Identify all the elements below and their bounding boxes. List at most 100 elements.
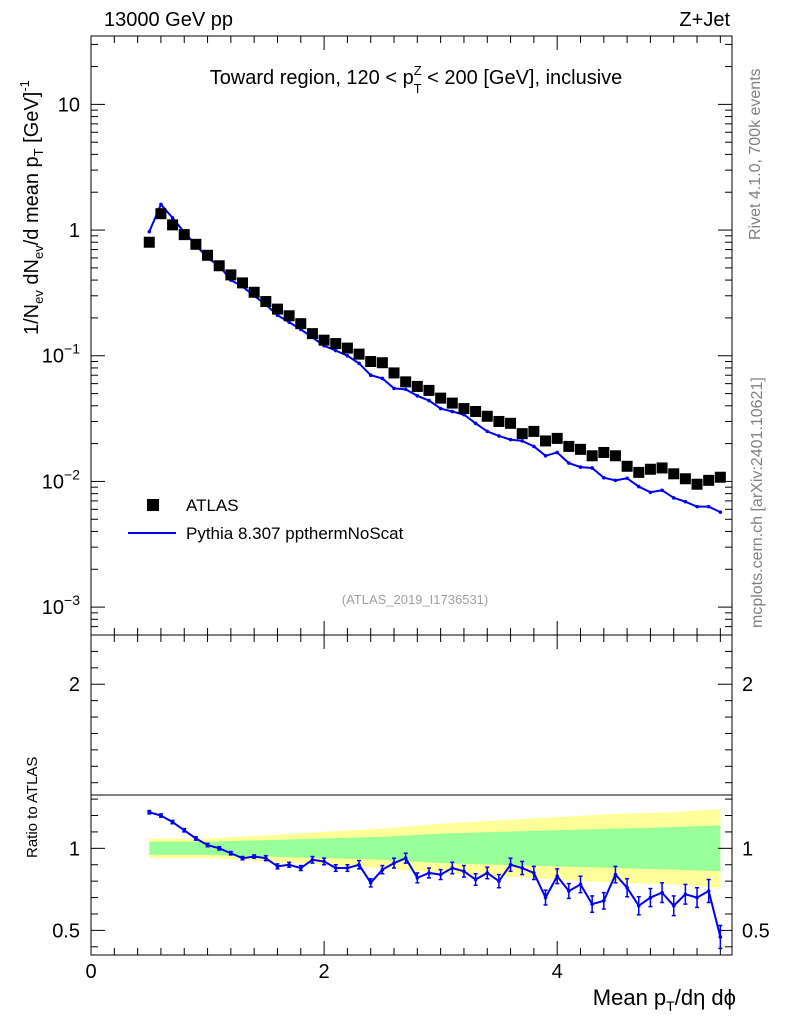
data-point — [470, 406, 482, 418]
legend-label-mc: Pythia 8.307 ppthermNoScat — [186, 524, 404, 543]
main-axis-ticks — [90, 36, 732, 636]
data-point — [656, 462, 668, 474]
ratio-point — [706, 889, 711, 893]
data-point — [528, 425, 540, 437]
ratio-point — [275, 864, 280, 869]
main-data-series — [143, 208, 726, 490]
ratio-line — [149, 811, 722, 938]
mc-point — [532, 444, 536, 449]
mc-point — [357, 361, 361, 366]
main-ytick-label-exp: −3 — [64, 592, 80, 608]
main-ytick-label-base: 10 — [42, 597, 64, 619]
data-point — [190, 238, 202, 250]
analysis-annotation: (ATLAS_2019_I1736531) — [342, 592, 488, 607]
ratio-point — [683, 892, 688, 897]
data-point — [551, 432, 563, 444]
mc-point — [403, 387, 408, 392]
mc-point — [170, 216, 175, 220]
mc-point — [485, 429, 490, 434]
ratio-point — [602, 899, 606, 903]
data-point — [458, 403, 470, 415]
mc-point — [695, 504, 699, 509]
ratio-point — [392, 861, 396, 865]
mc-point — [415, 394, 420, 398]
ratio-point — [485, 871, 490, 875]
ratio-point — [648, 895, 653, 900]
ylabel-b-sub: ev — [31, 245, 46, 259]
ratio-point — [497, 879, 501, 883]
data-point — [633, 466, 645, 478]
xlabel: Mean pT/dη dϕ — [593, 985, 736, 1014]
mc-point — [648, 490, 653, 495]
mc-point — [368, 373, 373, 378]
ratio-point — [170, 820, 175, 824]
mc-point — [380, 376, 385, 381]
mc-point — [683, 499, 688, 504]
mc-point — [671, 496, 676, 500]
main-ytick-label-exp: −1 — [64, 341, 80, 357]
legend-marker-atlas — [147, 499, 159, 511]
ratio-point — [310, 858, 315, 862]
ratio-point — [298, 866, 303, 870]
ylabel-c: /d mean p — [21, 156, 43, 245]
data-point — [516, 428, 528, 440]
data-point — [388, 367, 400, 379]
ratio-ytick-label-left: 0.5 — [52, 920, 80, 942]
ratio-point — [567, 889, 571, 893]
ratio-point — [462, 869, 466, 874]
data-point — [574, 443, 586, 455]
ratio-point — [403, 856, 408, 860]
data-point — [644, 463, 656, 475]
main-ytick-label-base: 10 — [58, 94, 80, 116]
ratio-point — [543, 895, 548, 900]
main-ytick-label-exp: −2 — [64, 466, 80, 482]
header-left: 13000 GeV pp — [104, 9, 233, 31]
ratio-point — [147, 810, 152, 815]
ylabel-a: 1/N — [21, 304, 43, 335]
data-point — [306, 328, 318, 340]
mc-point — [718, 510, 723, 514]
ratio-point — [415, 876, 420, 880]
mc-point — [625, 476, 629, 481]
data-point — [481, 410, 493, 422]
main-ytick-label: 10−2 — [42, 466, 80, 493]
data-point — [493, 415, 505, 427]
ratio-point — [532, 871, 536, 875]
xtick-labels: 0 2 4 — [85, 961, 562, 983]
data-point — [365, 355, 377, 367]
mcplots-label: mcplots.cern.ch [arXiv:2401.10621] — [749, 377, 766, 628]
main-ytick-label: 10−1 — [42, 341, 80, 368]
legend-label-atlas: ATLAS — [186, 496, 239, 515]
ratio-point — [660, 890, 664, 895]
ratio-point — [438, 872, 443, 877]
data-point — [178, 229, 190, 241]
data-point — [446, 397, 458, 409]
title-prefix: Toward region, 120 < p — [210, 67, 414, 89]
mc-point — [450, 409, 455, 414]
ratio-point — [322, 859, 326, 864]
data-point — [225, 269, 237, 281]
main-ytick-label-base: 10 — [42, 346, 64, 368]
mc-point — [567, 461, 571, 465]
mc-point — [333, 348, 338, 353]
ratio-ytick-labels: 0.5 1 2 0.5 1 2 — [52, 674, 770, 942]
ratio-ytick-label-right: 2 — [742, 674, 753, 696]
data-point — [213, 260, 225, 272]
ratio-point — [264, 856, 268, 860]
ratio-axis-ticks — [90, 634, 732, 955]
ratio-point — [671, 903, 676, 908]
mc-point — [497, 434, 501, 438]
mc-point — [660, 488, 664, 493]
ratio-ytick-label-left: 1 — [69, 838, 80, 860]
mc-point — [427, 398, 431, 403]
ratio-point — [182, 828, 187, 833]
ratio-point — [380, 867, 385, 872]
data-point — [353, 348, 365, 360]
xlabel-b: /dη dϕ — [675, 985, 736, 1010]
data-point — [237, 277, 249, 289]
ratio-point — [333, 866, 338, 870]
data-point — [703, 474, 715, 486]
data-point — [330, 338, 342, 350]
